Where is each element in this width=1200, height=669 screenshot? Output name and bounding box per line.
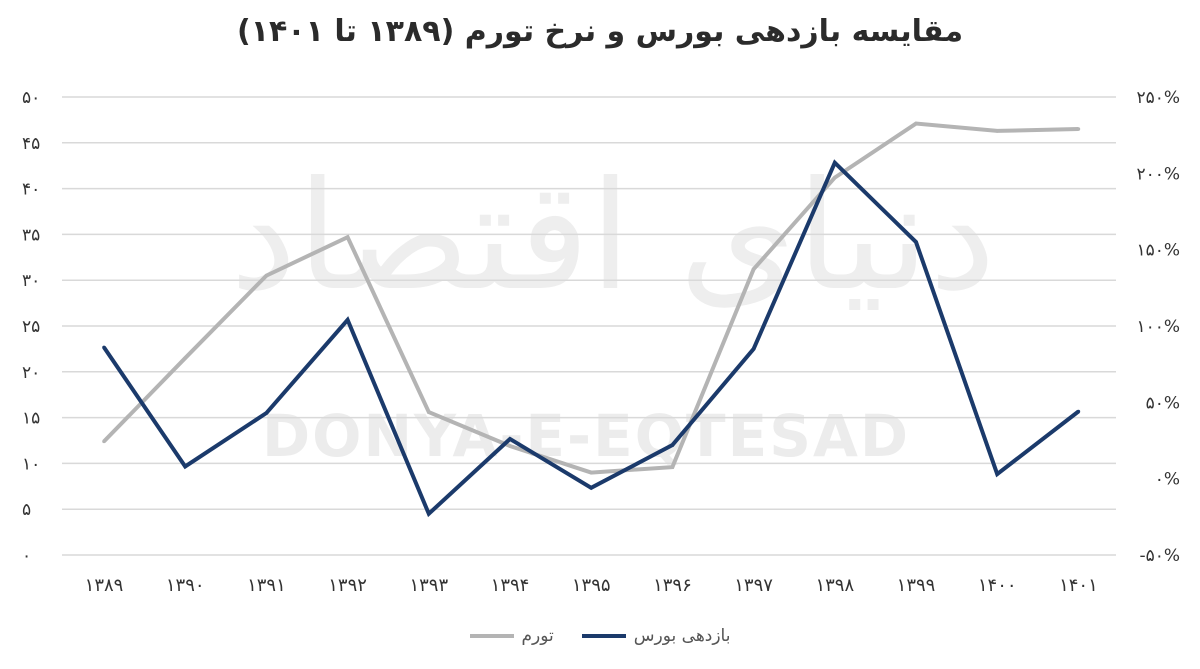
x-tick-label: ۱۳۹۰ xyxy=(166,575,205,596)
x-tick-label: ۱۴۰۰ xyxy=(978,575,1017,596)
y-right-tick-label: -۵۰% xyxy=(1139,546,1180,566)
watermark-latin: DONYA-E-EQTESAD xyxy=(262,402,911,470)
data-point-returns xyxy=(995,472,999,476)
legend-item-returns: بازدهی بورس xyxy=(581,626,731,646)
data-point-inflation xyxy=(589,470,593,475)
data-point-returns xyxy=(914,240,918,244)
data-point-returns xyxy=(833,160,837,165)
y-right-tick-label: ۰% xyxy=(1155,470,1180,490)
y-right-tick-label: ۲۰۰% xyxy=(1136,164,1180,184)
y-left-tick-label: ۱۵ xyxy=(22,409,40,429)
legend: تورم بازدهی بورس xyxy=(0,626,1200,646)
y-left-tick-label: ۴۰ xyxy=(22,180,40,200)
y-left-tick-label: ۲۰ xyxy=(22,363,40,383)
data-point-returns xyxy=(1076,409,1081,414)
chart-title: مقایسه بازدهی بورس و نرخ تورم (۱۳۸۹ تا ۱… xyxy=(236,14,964,49)
y-left-tick-label: ۳۰ xyxy=(22,271,40,291)
x-tick-label: ۱۳۹۹ xyxy=(897,575,936,596)
data-point-returns xyxy=(589,486,593,490)
x-tick-label: ۱۳۹۸ xyxy=(815,575,854,596)
data-point-returns xyxy=(508,437,512,441)
x-tick-label: ۱۳۹۷ xyxy=(734,575,773,596)
series-line-inflation xyxy=(102,121,1079,475)
y-right-tick-label: ۵۰% xyxy=(1146,393,1180,413)
x-tick-label: ۱۴۰۱ xyxy=(1059,575,1098,596)
y-left-tick-label: ۳۵ xyxy=(22,225,40,245)
data-point-returns xyxy=(264,411,269,415)
legend-label-returns: بازدهی بورس xyxy=(633,626,731,646)
legend-swatch-returns xyxy=(581,634,626,638)
y-left-tick-label: ۵ xyxy=(22,500,31,520)
data-point-inflation xyxy=(1076,127,1081,131)
data-point-returns xyxy=(751,347,756,351)
x-tick-label: ۱۳۹۱ xyxy=(247,575,286,596)
x-tick-label: ۱۳۹۴ xyxy=(491,575,530,596)
x-tick-label: ۱۳۹۳ xyxy=(409,575,448,596)
y-right-tick-label: ۲۵۰% xyxy=(1136,88,1180,108)
data-point-inflation xyxy=(914,121,918,126)
legend-label-inflation: تورم xyxy=(521,626,554,646)
data-point-inflation xyxy=(670,465,675,469)
y-left-tick-label: ۵۰ xyxy=(22,88,40,108)
y-right-tick-label: ۱۵۰% xyxy=(1136,241,1180,261)
y-left-tick-label: ۲۵ xyxy=(22,317,40,337)
data-point-returns xyxy=(102,345,106,350)
legend-item-inflation: تورم xyxy=(469,626,554,646)
y-left-tick-label: ۱۰ xyxy=(22,454,40,474)
legend-swatch-inflation xyxy=(469,634,514,638)
watermark-persian: دنیای اقتصاد xyxy=(230,150,996,324)
data-point-inflation xyxy=(102,439,106,444)
data-point-inflation xyxy=(833,175,837,180)
data-point-inflation xyxy=(183,356,187,360)
data-point-inflation xyxy=(427,410,431,414)
y-right-tick-label: ۱۰۰% xyxy=(1136,317,1180,337)
data-point-returns xyxy=(427,511,431,516)
data-point-inflation xyxy=(751,267,756,272)
y-left-tick-label: ۰ xyxy=(22,546,31,566)
y-left-tick-label: ۴۵ xyxy=(22,134,40,154)
data-point-returns xyxy=(670,443,675,447)
data-point-inflation xyxy=(995,129,999,133)
data-point-returns xyxy=(183,464,187,469)
x-tick-label: ۱۳۹۶ xyxy=(653,575,692,596)
data-point-inflation xyxy=(345,235,350,239)
x-tick-label: ۱۳۹۵ xyxy=(572,575,611,596)
data-point-returns xyxy=(345,318,350,322)
series-line-returns xyxy=(102,159,1080,518)
x-tick-label: ۱۳۸۹ xyxy=(85,575,124,596)
x-tick-label: ۱۳۹۲ xyxy=(328,575,367,596)
data-point-inflation xyxy=(264,273,269,278)
data-point-inflation xyxy=(508,444,512,448)
